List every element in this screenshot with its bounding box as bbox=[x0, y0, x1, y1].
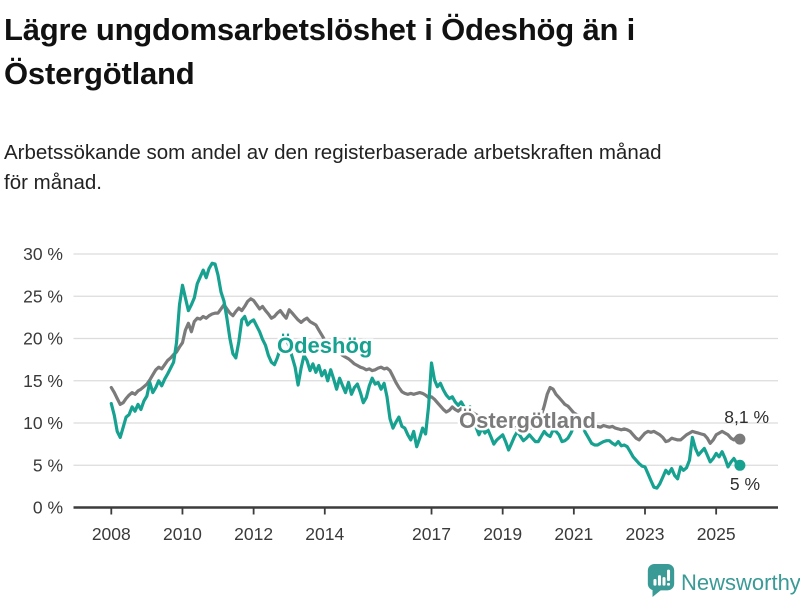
y-axis-label-10: 10 % bbox=[23, 413, 63, 433]
newsworthy-wordmark: Newsworthy bbox=[681, 570, 800, 595]
x-axis-label-2023: 2023 bbox=[626, 524, 665, 544]
page-title-line-2: Östergötland bbox=[4, 56, 195, 91]
newsworthy-logo: Newsworthy bbox=[645, 561, 800, 597]
x-axis-label-2017: 2017 bbox=[412, 524, 451, 544]
y-axis-label-15: 15 % bbox=[23, 371, 63, 391]
x-axis-label-2021: 2021 bbox=[554, 524, 593, 544]
chart-axes bbox=[73, 506, 778, 515]
series-end-dot-ostergotland bbox=[734, 433, 746, 445]
series-end-dot-odeshog bbox=[734, 459, 746, 471]
x-axis-label-2019: 2019 bbox=[483, 524, 522, 544]
y-axis-label-30: 30 % bbox=[23, 244, 63, 264]
newsworthy-bar-chart-bubble-icon bbox=[647, 564, 675, 597]
end-value-label-odeshog: 5 % bbox=[730, 474, 760, 494]
x-axis-label-2025: 2025 bbox=[697, 524, 736, 544]
x-axis-label-2012: 2012 bbox=[234, 524, 273, 544]
series-label-odeshog: Ödeshög bbox=[277, 333, 372, 358]
series-line-odeshog bbox=[109, 261, 742, 490]
x-axis-label-2014: 2014 bbox=[305, 524, 344, 544]
x-axis-label-2008: 2008 bbox=[92, 524, 131, 544]
chart-series bbox=[109, 261, 746, 490]
y-axis-label-20: 20 % bbox=[23, 329, 63, 349]
y-axis-label-25: 25 % bbox=[23, 286, 63, 306]
end-value-label-ostergotland: 8,1 % bbox=[724, 407, 769, 427]
series-label-ostergotland: Östergötland bbox=[459, 408, 596, 433]
y-axis-label-5: 5 % bbox=[33, 455, 63, 475]
chart-subtitle-line-1: Arbetssökande som andel av den registerb… bbox=[4, 141, 662, 164]
page-title-line-1: Lägre ungdomsarbetslöshet i Ödeshög än i bbox=[4, 12, 636, 47]
chart-gridlines bbox=[73, 253, 778, 466]
series-line-ostergotland bbox=[109, 297, 742, 445]
page-title: Lägre ungdomsarbetslöshet i Ödeshög än i… bbox=[4, 8, 784, 96]
x-axis-label-2010: 2010 bbox=[163, 524, 202, 544]
chart-subtitle: Arbetssökande som andel av den registerb… bbox=[4, 138, 796, 198]
chart-subtitle-line-2: för månad. bbox=[4, 171, 102, 194]
chart-labels: 0 % 5 % 10 % 15 % 20 % 25 % 30 % 2008 2010 2012 20… bbox=[23, 244, 769, 544]
y-axis-label-0: 0 % bbox=[33, 498, 63, 518]
